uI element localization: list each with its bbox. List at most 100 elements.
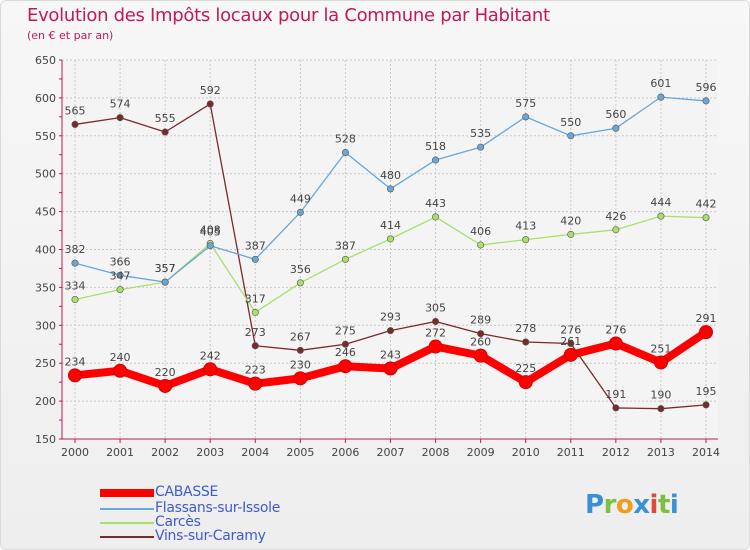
chart-title: Evolution des Impôts locaux pour la Comm… xyxy=(27,5,550,26)
data-label: 267 xyxy=(290,330,311,343)
y-tick-label: 500 xyxy=(35,168,56,181)
data-label: 413 xyxy=(515,220,536,233)
y-tick-label: 300 xyxy=(35,319,56,332)
data-label: 273 xyxy=(245,326,266,339)
y-tick-label: 150 xyxy=(35,433,56,446)
data-label: 366 xyxy=(110,255,131,268)
data-label: 444 xyxy=(650,196,671,209)
data-point xyxy=(477,330,485,338)
data-point xyxy=(386,235,394,243)
x-tick-label: 2003 xyxy=(196,446,224,459)
data-label: 387 xyxy=(245,239,266,252)
data-label: 190 xyxy=(650,389,671,402)
data-point xyxy=(341,255,349,263)
data-point xyxy=(428,339,443,354)
data-label: 575 xyxy=(515,97,536,110)
y-tick-label: 400 xyxy=(35,244,56,257)
logo-letter: o xyxy=(615,490,634,520)
legend-swatch-cabasse xyxy=(100,489,154,497)
legend-label-vins: Vins-sur-Caramy xyxy=(155,528,266,544)
data-label: 305 xyxy=(425,302,446,315)
data-label: 261 xyxy=(560,335,581,348)
chart-subtitle: (en € et par an) xyxy=(27,29,114,42)
y-tick-label: 450 xyxy=(35,206,56,219)
data-point xyxy=(432,156,440,164)
data-point xyxy=(702,214,710,222)
y-tick-label: 350 xyxy=(35,281,56,294)
data-point xyxy=(612,124,620,132)
x-tick-label: 2000 xyxy=(61,446,89,459)
data-label: 449 xyxy=(290,192,311,205)
data-label: 518 xyxy=(425,140,446,153)
data-point xyxy=(477,241,485,249)
legend-item-vins: Vins-sur-Caramy xyxy=(100,528,320,545)
legend-swatch-vins xyxy=(100,536,154,538)
data-label: 560 xyxy=(605,108,626,121)
data-point xyxy=(338,359,353,374)
data-label: 223 xyxy=(245,364,266,377)
data-label: 420 xyxy=(560,214,581,227)
data-point xyxy=(116,271,124,279)
data-label: 347 xyxy=(110,270,131,283)
y-tick-label: 200 xyxy=(35,395,56,408)
x-tick-label: 2013 xyxy=(647,446,675,459)
data-label: 592 xyxy=(200,84,221,97)
data-point xyxy=(612,404,620,412)
data-label: 550 xyxy=(560,116,581,129)
y-tick-label: 250 xyxy=(35,357,56,370)
data-point xyxy=(296,208,304,216)
legend-swatch-flassans xyxy=(100,508,154,510)
data-point xyxy=(612,226,620,234)
data-point xyxy=(161,278,169,286)
x-tick-label: 2004 xyxy=(241,446,269,459)
y-tick-label: 600 xyxy=(35,92,56,105)
data-label: 246 xyxy=(335,346,356,359)
data-label: 574 xyxy=(110,98,131,111)
data-point xyxy=(473,348,488,363)
data-label: 289 xyxy=(470,314,491,327)
data-label: 272 xyxy=(425,327,446,340)
data-label: 276 xyxy=(605,323,626,336)
data-label: 278 xyxy=(515,322,536,335)
data-label: 230 xyxy=(290,358,311,371)
x-tick-label: 2008 xyxy=(422,446,450,459)
logo-letter: r xyxy=(603,490,617,520)
data-point xyxy=(68,368,82,383)
data-label: 242 xyxy=(200,349,221,362)
y-tick-label: 650 xyxy=(35,54,56,67)
data-label: 243 xyxy=(380,349,401,362)
data-point xyxy=(653,355,668,370)
x-tick-label: 2014 xyxy=(692,446,720,459)
data-point xyxy=(293,371,308,386)
legend-item-cabasse: CABASSE xyxy=(100,484,320,501)
data-label: 334 xyxy=(65,280,86,293)
logo-letter: P xyxy=(585,490,604,520)
y-tick-label: 550 xyxy=(35,130,56,143)
data-point xyxy=(386,185,394,193)
data-point xyxy=(251,255,259,263)
data-point xyxy=(563,347,578,362)
data-point xyxy=(608,336,623,351)
data-label: 191 xyxy=(605,388,626,401)
data-point xyxy=(158,378,173,393)
data-point xyxy=(113,363,128,378)
data-point xyxy=(206,100,214,108)
data-point xyxy=(341,148,349,156)
data-point xyxy=(518,375,533,390)
x-tick-label: 2010 xyxy=(512,446,540,459)
data-point xyxy=(116,286,124,294)
legend-item-carces: Carcès xyxy=(100,514,320,531)
x-tick-label: 2005 xyxy=(286,446,314,459)
data-label: 480 xyxy=(380,169,401,182)
data-label: 251 xyxy=(650,342,671,355)
data-point xyxy=(657,93,665,101)
data-point xyxy=(567,339,575,347)
data-label: 408 xyxy=(200,223,221,236)
logo-letter: x xyxy=(633,490,650,520)
data-point xyxy=(702,401,710,409)
logo-letter: t xyxy=(657,490,670,520)
data-label: 443 xyxy=(425,197,446,210)
data-point xyxy=(203,362,218,377)
legend-swatch-carces xyxy=(100,522,154,524)
legend-label-cabasse: CABASSE xyxy=(155,484,219,500)
